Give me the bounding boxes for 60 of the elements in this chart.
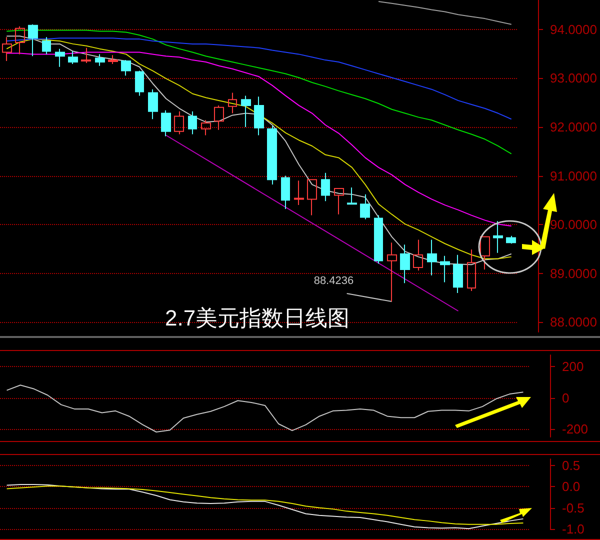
candlestick	[174, 110, 184, 135]
candlestick	[427, 239, 437, 276]
candlestick	[148, 88, 158, 120]
y-tick-label: 91.0000	[550, 168, 598, 184]
candlestick	[334, 188, 344, 215]
candlestick	[387, 242, 397, 302]
candlestick	[68, 50, 78, 64]
candlestick	[135, 70, 144, 96]
candlestick	[267, 125, 277, 186]
y-tick-label: 90.0000	[550, 217, 598, 232]
y-tick-label: 94.0000	[550, 22, 598, 37]
candlestick	[108, 54, 118, 64]
candlestick	[95, 54, 105, 66]
annotation: 88.4236	[314, 275, 354, 288]
candlestick	[480, 236, 490, 270]
candlestick	[55, 48, 65, 68]
text: 2.7美元指数日线图	[165, 306, 350, 330]
candlestick	[81, 47, 91, 64]
y-tick-label: 0.5	[562, 458, 580, 473]
y-tick-label: -0.5	[562, 500, 584, 516]
candlestick	[294, 180, 304, 206]
candlestick	[228, 92, 237, 114]
y-tick-label: 88.0000	[550, 314, 598, 330]
candlestick	[201, 120, 211, 136]
candlestick	[413, 239, 423, 271]
candlestick	[453, 254, 463, 294]
y-tick-label: -200	[562, 422, 588, 437]
candlestick	[307, 179, 317, 216]
candlestick	[161, 110, 171, 137]
candlestick	[347, 186, 357, 205]
y-tick-label: 93.0000	[550, 70, 598, 86]
candlestick	[493, 220, 503, 254]
candlestick	[400, 244, 410, 284]
y-tick-label: 200	[562, 359, 584, 374]
line-series	[6, 384, 524, 432]
line-series	[6, 30, 512, 154]
y-tick-label: 0.0	[562, 479, 580, 494]
candlestick	[281, 175, 290, 210]
y-tick-label: -1.0	[562, 522, 584, 536]
candlestick	[188, 110, 197, 135]
candlestick	[506, 235, 516, 244]
candlestick	[374, 214, 383, 264]
y-tick-label: 0	[562, 390, 570, 406]
candlestick	[2, 36, 12, 62]
candlestick	[15, 26, 25, 55]
line-series	[6, 52, 512, 227]
candlestick	[360, 194, 370, 220]
candlestick	[214, 104, 224, 130]
candlestick	[42, 36, 51, 55]
candlestick	[321, 172, 330, 202]
y-tick-label: 92.0000	[550, 119, 598, 134]
candlestick	[241, 95, 251, 128]
candlestick	[467, 248, 476, 292]
candlestick	[254, 96, 264, 136]
y-tick-label: 89.0000	[550, 266, 598, 281]
line-series	[378, 0, 512, 25]
line-series	[6, 38, 512, 120]
candlestick	[440, 255, 450, 283]
candlestick	[121, 60, 131, 76]
candlestick	[28, 24, 38, 57]
